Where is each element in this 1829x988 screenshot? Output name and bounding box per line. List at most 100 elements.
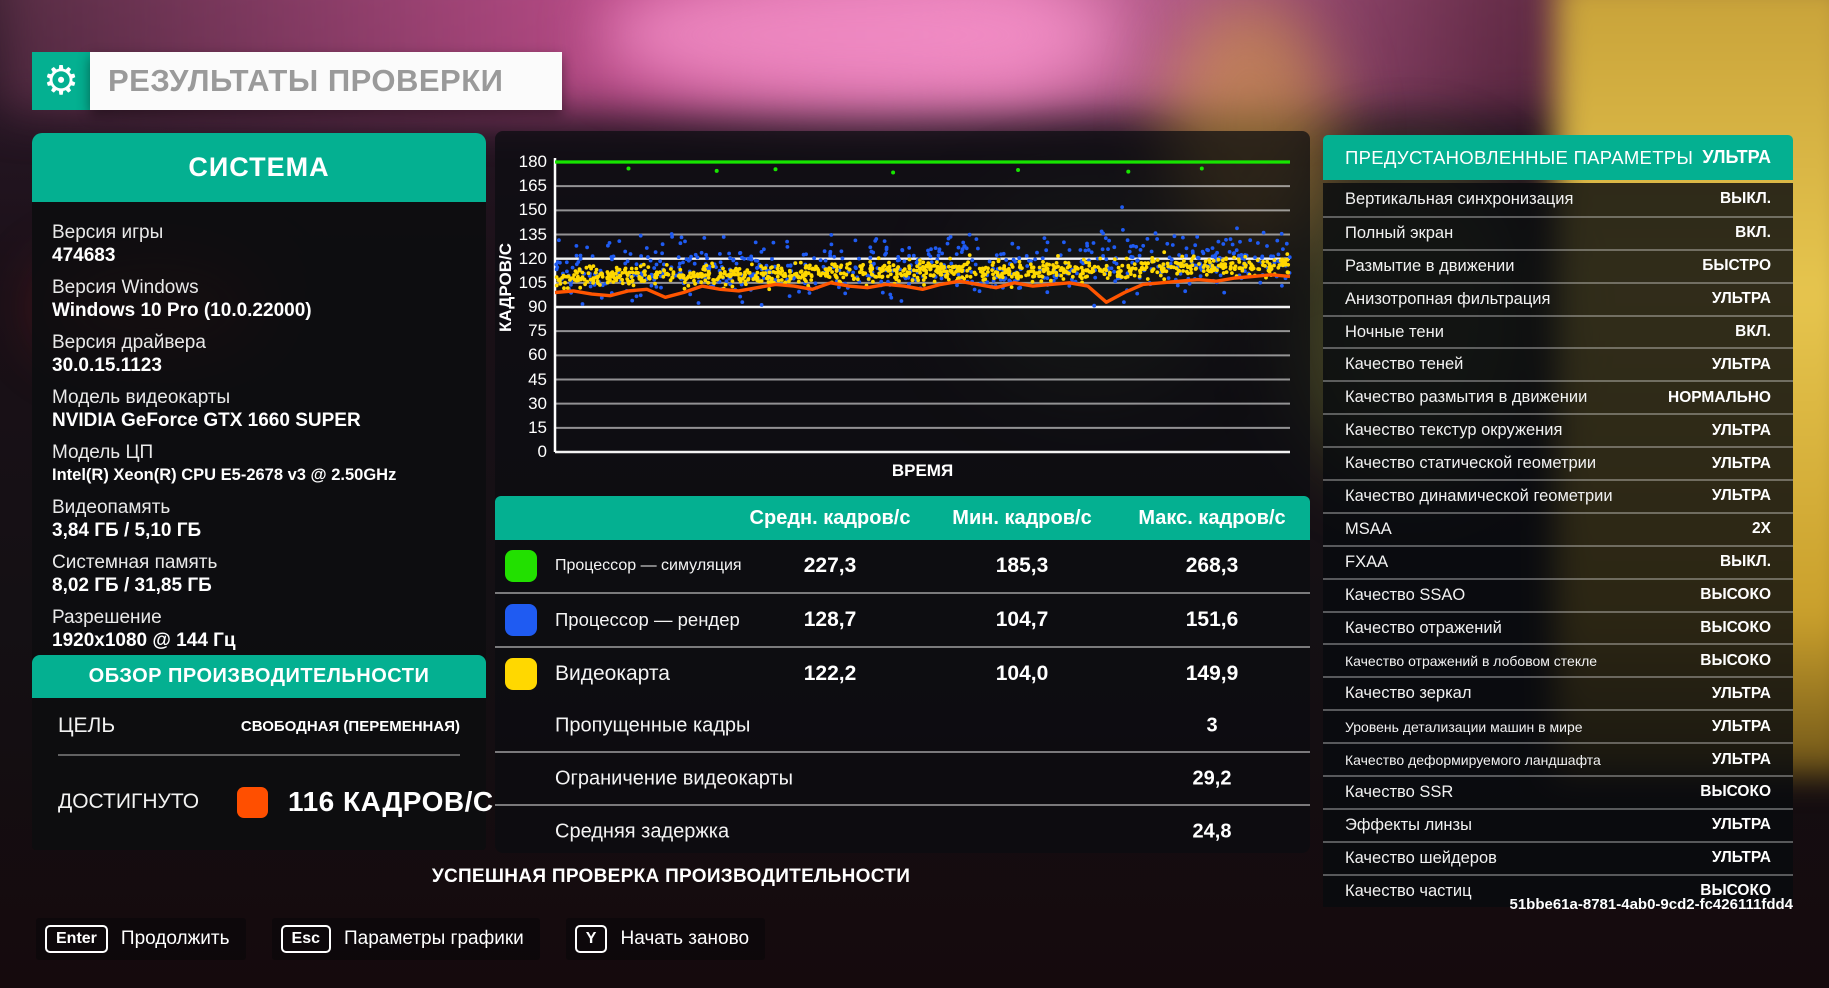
y-tick-label: 90 [528, 297, 547, 316]
setting-label: Качество зеркал [1345, 684, 1472, 703]
series-min-value: 104,0 [995, 662, 1049, 685]
setting-value: УЛЬТРА [1711, 717, 1771, 735]
setting-label: Размытие в движении [1345, 256, 1515, 275]
setting-value: ВКЛ. [1735, 224, 1771, 242]
setting-value: УЛЬТРА [1711, 750, 1771, 768]
system-field-value: Intel(R) Xeon(R) CPU E5-2678 v3 @ 2.50GH… [52, 466, 397, 484]
extra-metric-value: 29,2 [1192, 767, 1232, 789]
fps-chart-plot [553, 158, 1292, 454]
performance-overview-body: ЦЕЛЬ СВОБОДНАЯ (ПЕРЕМЕННАЯ) ДОСТИГНУТО 1… [32, 698, 493, 850]
keycap-y: Y [574, 925, 608, 953]
system-field-value: 1920x1080 @ 144 Гц [52, 630, 236, 651]
settings-row: Вертикальная синхронизация ВЫКЛ. [1323, 183, 1793, 216]
system-field: Модель видеокарты NVIDIA GeForce GTX 1660… [52, 386, 466, 432]
y-tick-label: 60 [528, 345, 547, 365]
footer-action-bar: Enter Продолжить Esc Параметры графики Y Нача… [36, 918, 766, 960]
series-min-value: 104,7 [995, 608, 1049, 631]
system-field: Системная память 8,02 ГБ / 31,85 ГБ [52, 551, 466, 597]
setting-value: ВЫСОКО [1700, 882, 1771, 900]
preset-value: УЛЬТРА [1702, 147, 1771, 167]
setting-value: ВЫСОКО [1700, 619, 1771, 637]
results-column-header: Макс. кадров/с [1138, 506, 1286, 529]
settings-row: Ночные тени ВКЛ. [1323, 314, 1793, 348]
settings-row: MSAA 2X [1323, 511, 1793, 545]
target-value: СВОБОДНАЯ (ПЕРЕМЕННАЯ) [240, 717, 460, 735]
system-field-label: Системная память [52, 552, 218, 573]
overview-divider [58, 754, 460, 756]
system-field-label: Видеопамять [52, 497, 171, 518]
achieved-value: 116 КАДРОВ/С [288, 786, 494, 817]
y-tick-label: 75 [528, 321, 547, 341]
setting-label: Качество динамической геометрии [1345, 486, 1613, 505]
system-field: Модель ЦП Intel(R) Xeon(R) CPU E5-2678 v3… [52, 441, 466, 487]
target-row: ЦЕЛЬ СВОБОДНАЯ (ПЕРЕМЕННАЯ) [58, 698, 460, 754]
settings-row: Качество динамической геометрии УЛЬТРА [1323, 479, 1793, 512]
system-field-label: Версия Windows [52, 277, 199, 298]
settings-row: Анизотропная фильтрация УЛЬТРА [1323, 281, 1793, 315]
system-field: Видеопамять 3,84 ГБ / 5,10 ГБ [52, 496, 466, 542]
setting-label: Качество текстур окружения [1345, 421, 1563, 440]
performance-overview-panel: ОБЗОР ПРОИЗВОДИТЕЛЬНОСТИ ЦЕЛЬ СВОБОДНАЯ … [32, 655, 493, 850]
setting-label: Полный экран [1345, 223, 1454, 242]
settings-row: Качество текстур окружения УЛЬТРА [1323, 413, 1793, 446]
setting-value: ВКЛ. [1735, 323, 1771, 340]
results-extra-rows: Пропущенные кадры 3 Ограничение видеокарты… [495, 700, 1310, 857]
series-avg-value: 128,7 [803, 608, 857, 631]
achieved-label: ДОСТИГНУТО [58, 790, 200, 813]
settings-row: Эффекты линзы УЛЬТРА [1323, 807, 1793, 841]
system-field-value: Windows 10 Pro (10.0.22000) [52, 300, 312, 321]
extra-metric-row: Средняя задержка 24,8 [495, 804, 1310, 857]
preset-settings-title: ПРЕДУСТАНОВЛЕННЫЕ ПАРАМЕТРЫ [1345, 146, 1694, 168]
series-label: Процессор — симуляция [555, 557, 742, 574]
settings-row: Качество деформируемого ландшафта УЛЬТРА [1323, 742, 1793, 775]
setting-value: УЛЬТРА [1711, 684, 1771, 702]
settings-row: Полный экран ВКЛ. [1323, 215, 1793, 249]
extra-metric-value: 24,8 [1192, 820, 1232, 842]
footer-action[interactable]: Esc Параметры графики [271, 918, 540, 960]
achieved-color-swatch [237, 786, 269, 818]
setting-value: УЛЬТРА [1711, 290, 1771, 308]
footer-action[interactable]: Y Начать заново [565, 918, 766, 960]
y-tick-label: 150 [518, 200, 547, 220]
setting-label: Качество размытия в движении [1345, 388, 1588, 407]
page-title: РЕЗУЛЬТАТЫ ПРОВЕРКИ [108, 63, 504, 98]
system-field-label: Разрешение [52, 607, 162, 628]
series-max-value: 149,9 [1185, 662, 1239, 685]
setting-value: ВЫКЛ. [1719, 190, 1771, 208]
extra-metric-value: 3 [1206, 714, 1218, 736]
series-max-value: 151,6 [1185, 608, 1239, 631]
system-panel: СИСТЕМА Версия игры 474683 Версия Windows W… [32, 133, 486, 677]
y-tick-label: 15 [528, 417, 547, 437]
y-tick-label: 30 [528, 393, 547, 413]
setting-label: Качество статической геометрии [1345, 454, 1597, 473]
settings-row: Качество SSAO ВЫСОКО [1323, 577, 1793, 611]
setting-value: УЛЬТРА [1711, 487, 1771, 505]
benchmark-status-text: УСПЕШНАЯ ПРОВЕРКА ПРОИЗВОДИТЕЛЬНОСТИ [431, 866, 911, 887]
system-field-value: 3,84 ГБ / 5,10 ГБ [52, 520, 202, 541]
background-sunset-glow [600, 0, 1120, 100]
series-max-value: 268,3 [1185, 554, 1239, 577]
y-tick-label: 105 [518, 272, 547, 292]
footer-action-label: Начать заново [620, 928, 750, 949]
table-row: Видеокарта 122,2 104,0 149,9 [495, 646, 1310, 700]
system-field: Версия Windows Windows 10 Pro (10.0.22000… [52, 276, 466, 322]
system-field: Версия игры 474683 [52, 221, 466, 267]
extra-metric-label: Средняя задержка [555, 820, 730, 842]
setting-value: УЛЬТРА [1711, 816, 1771, 834]
setting-value: НОРМАЛЬНО [1668, 388, 1771, 406]
footer-action[interactable]: Enter Продолжить [36, 918, 246, 960]
settings-row: FXAA ВЫКЛ. [1323, 544, 1793, 578]
setting-value: 2X [1752, 520, 1771, 538]
settings-row: Качество SSR ВЫСОКО [1323, 775, 1793, 808]
y-tick-label: 120 [518, 248, 547, 268]
footer-action-label: Параметры графики [344, 928, 524, 949]
setting-value: УЛЬТРА [1711, 849, 1771, 867]
extra-metric-row: Ограничение видеокарты 29,2 [495, 751, 1310, 804]
target-label: ЦЕЛЬ [58, 714, 116, 737]
setting-value: БЫСТРО [1702, 257, 1771, 275]
keycap-esc: Esc [280, 925, 331, 953]
setting-label: Качество деформируемого ландшафта [1345, 751, 1601, 768]
settings-row: Качество статической геометрии УЛЬТРА [1323, 446, 1793, 479]
y-tick-label: 45 [528, 369, 547, 389]
